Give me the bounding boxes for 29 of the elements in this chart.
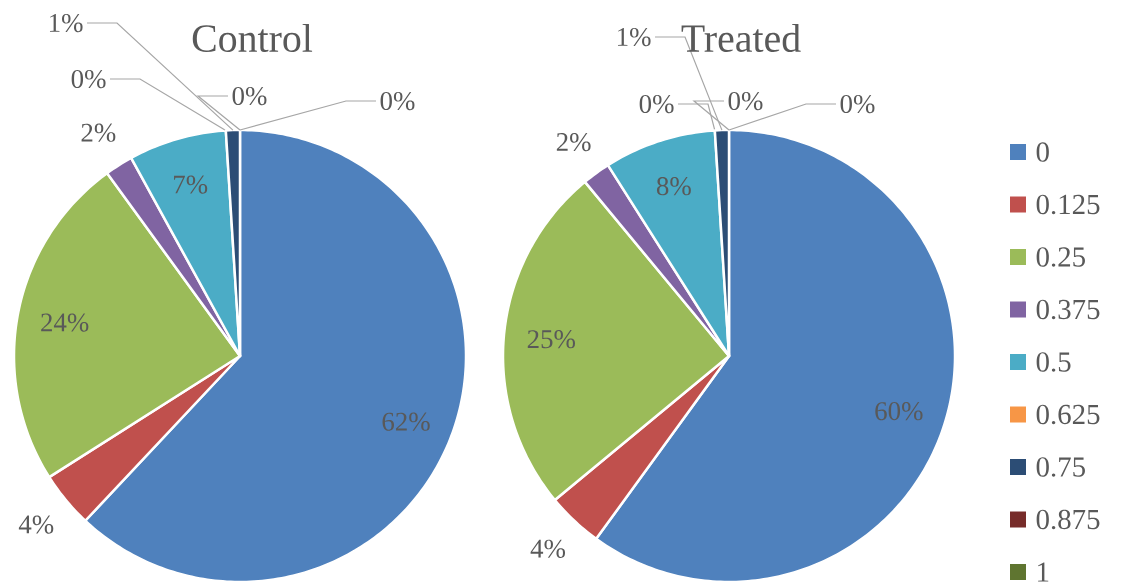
legend-label: 0: [1036, 142, 1049, 162]
text: 0%: [380, 91, 415, 111]
data-label: 7%: [174, 175, 208, 194]
legend-label: 0.75: [1036, 457, 1085, 477]
slice-label: Control: [192, 24, 313, 53]
text: 0%: [71, 69, 106, 89]
data-label: 62%: [382, 412, 430, 431]
data-label: 2%: [81, 123, 116, 142]
data-label: 1%: [617, 27, 651, 47]
legend-label: 0.25: [1036, 247, 1085, 267]
legend-label: 0.625: [1036, 404, 1100, 425]
text: 0%: [840, 94, 875, 114]
data-label: 4%: [530, 539, 566, 558]
legend-label: 0.375: [1036, 299, 1100, 320]
text: 0%: [728, 91, 763, 111]
legend-label: 0.875: [1036, 509, 1100, 530]
text: 0%: [639, 94, 674, 114]
data-label: 2%: [556, 133, 591, 152]
data-label: 4%: [18, 515, 54, 534]
data-label: 60%: [875, 402, 923, 421]
legend-label: 0.125: [1036, 194, 1100, 215]
data-label: 24%: [41, 313, 89, 332]
data-label: 1%: [49, 13, 83, 33]
text: 0%: [232, 86, 267, 106]
data-label: 8%: [656, 177, 691, 196]
slice-label: Treated: [681, 24, 801, 53]
legend-label: 1: [1038, 562, 1049, 582]
legend-label: 0.5: [1036, 352, 1071, 372]
data-label: 25%: [527, 330, 576, 349]
